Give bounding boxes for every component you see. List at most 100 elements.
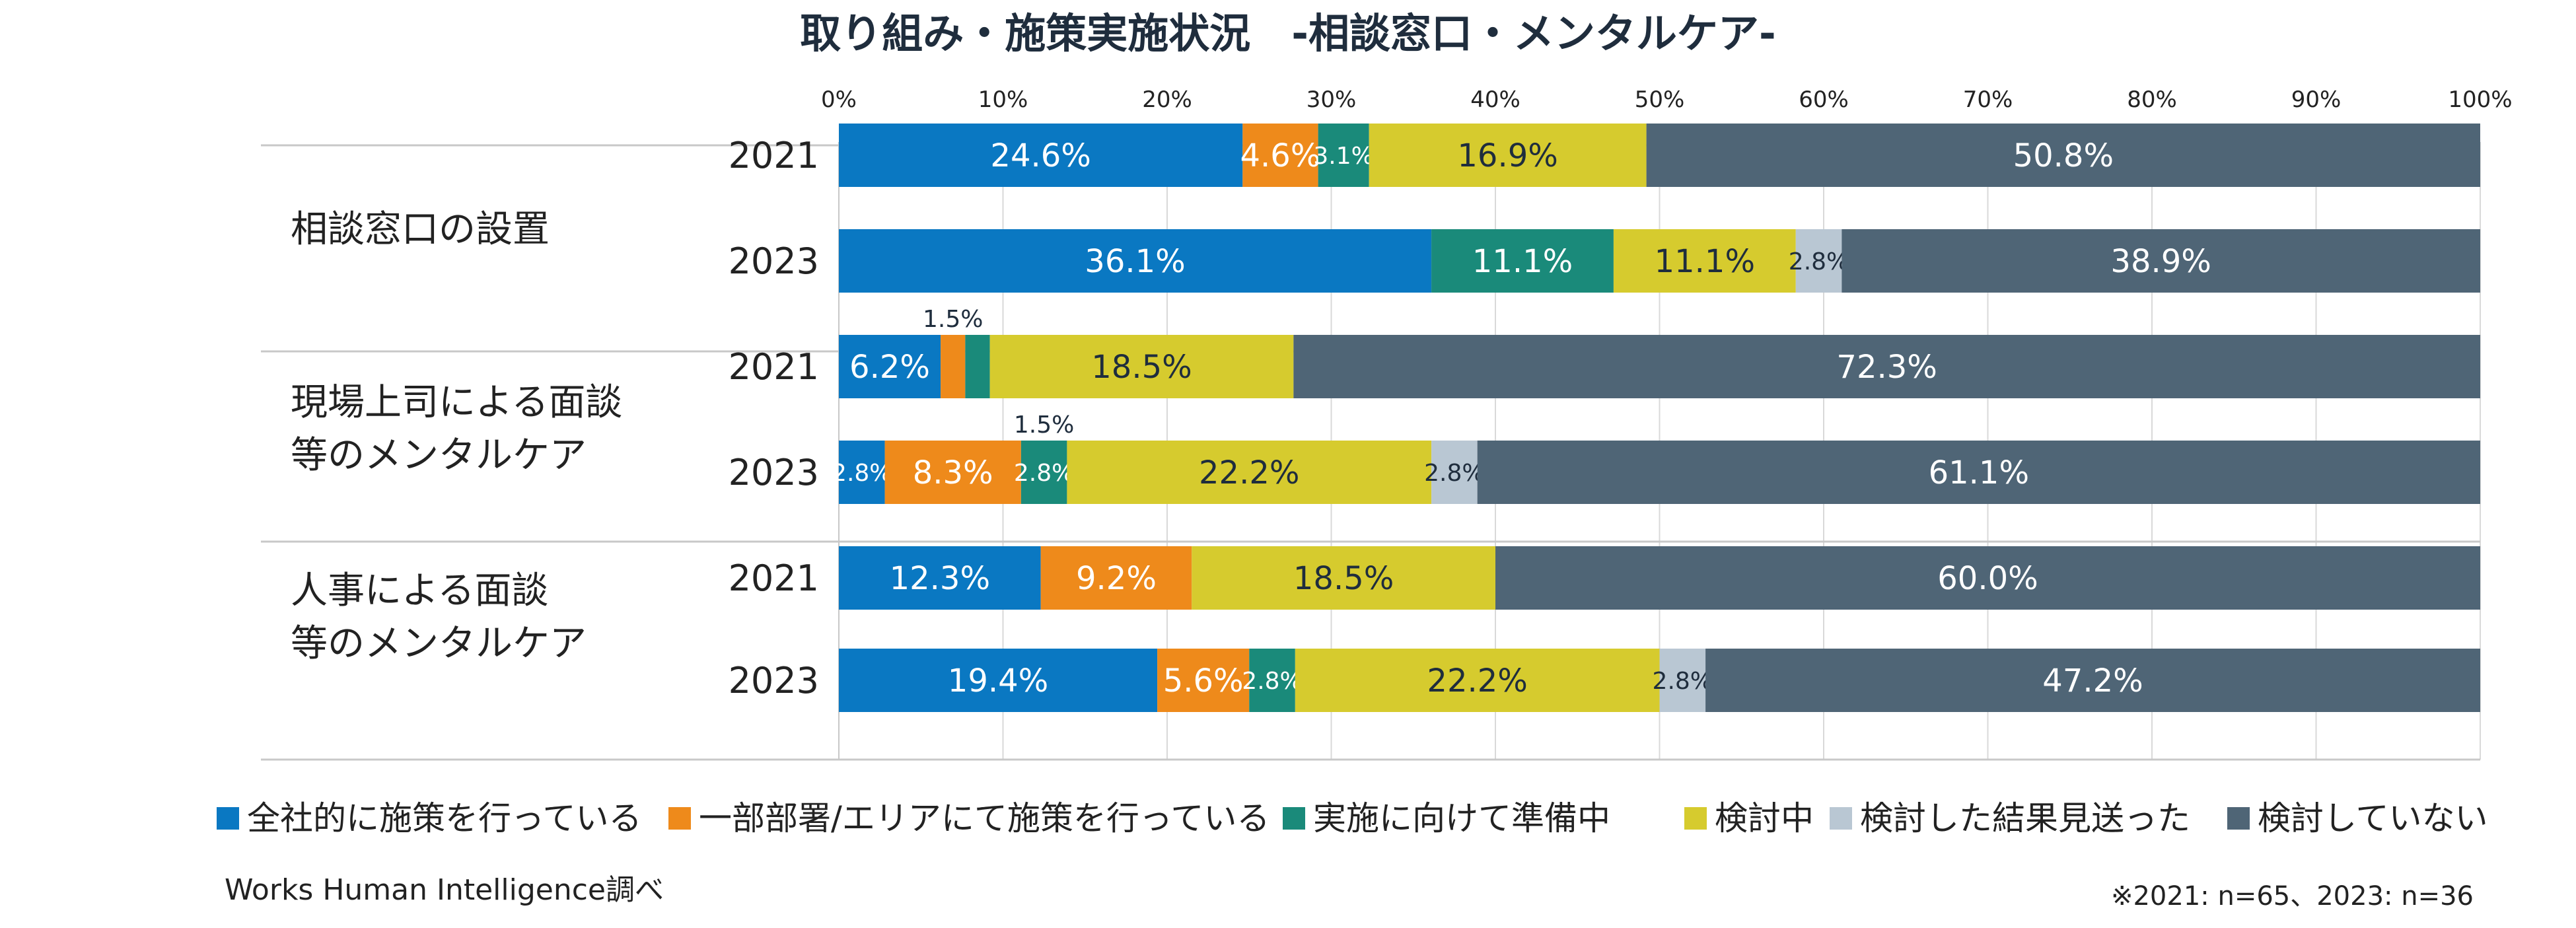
bar-segment <box>839 229 1432 293</box>
data-label: 72.3% <box>1836 349 1937 386</box>
data-label: 2.8% <box>832 460 892 487</box>
data-label: 2.8% <box>1014 460 1074 487</box>
legend-swatch <box>217 807 239 830</box>
data-label: 4.6% <box>1240 137 1320 174</box>
bar-segment <box>1249 649 1295 712</box>
x-tick-label: 60% <box>1799 87 1849 113</box>
bar-segment <box>1242 124 1318 187</box>
data-label-above: 1.5% <box>923 306 983 333</box>
category-label: 相談窓口の設置 <box>291 208 550 251</box>
bar-segment <box>1295 649 1660 712</box>
source-credit: Works Human Intelligence調べ <box>225 873 664 907</box>
x-tick-label: 10% <box>978 87 1028 113</box>
bar-segment <box>839 335 941 398</box>
bar-segment <box>1192 546 1495 610</box>
data-label: 6.2% <box>849 349 930 386</box>
bar-segment <box>1842 229 2480 293</box>
legend-swatch <box>2227 807 2250 830</box>
bar-segment <box>1659 649 1706 712</box>
data-label: 16.9% <box>1457 137 1557 174</box>
category-label: 現場上司による面談 <box>291 381 622 424</box>
bar-segment <box>1293 335 2480 398</box>
x-tick-label: 30% <box>1306 87 1357 113</box>
sample-size-note: ※2021: n=65、2023: n=36 <box>2111 881 2474 911</box>
bar-segment <box>1067 441 1432 504</box>
chart-title: 取り組み・施策実施状況 -相談窓口・メンタルケア- <box>800 9 1775 57</box>
year-label: 2021 <box>729 346 819 388</box>
data-label: 50.8% <box>2013 137 2114 174</box>
data-label: 3.1% <box>1313 143 1373 170</box>
data-label: 38.9% <box>2110 243 2211 280</box>
legend-swatch <box>668 807 691 830</box>
x-tick-label: 100% <box>2448 87 2512 113</box>
data-label: 61.1% <box>1929 454 2029 491</box>
year-label: 2023 <box>729 240 819 282</box>
data-label: 2.8% <box>1242 668 1302 695</box>
category-label: 等のメンタルケア <box>291 434 587 477</box>
x-tick-label: 0% <box>821 87 857 113</box>
legend-label: 実施に向けて準備中 <box>1313 799 1610 838</box>
data-label: 8.3% <box>913 454 993 491</box>
category-label: 人事による面談 <box>291 569 548 612</box>
x-tick-label: 70% <box>1963 87 2013 113</box>
x-tick-label: 90% <box>2291 87 2342 113</box>
data-label: 22.2% <box>1427 662 1527 699</box>
data-label: 60.0% <box>1937 560 2038 597</box>
legend-label: 検討していない <box>2258 799 2488 838</box>
legend-swatch <box>1283 807 1305 830</box>
data-label-above: 1.5% <box>1014 411 1074 439</box>
legend-label: 一部部署/エリアにて施策を行っている <box>699 799 1270 838</box>
bar-segment <box>989 335 1294 398</box>
data-label: 18.5% <box>1293 560 1394 597</box>
bar-segment <box>1020 441 1067 504</box>
data-label: 2.8% <box>1789 248 1849 275</box>
legend-swatch <box>1830 807 1852 830</box>
bar-segment <box>1613 229 1796 293</box>
year-label: 2023 <box>729 452 819 493</box>
year-label: 2021 <box>729 557 819 599</box>
bar-segment <box>941 335 966 398</box>
data-label: 9.2% <box>1076 560 1157 597</box>
bar-segment <box>965 335 990 398</box>
x-tick-label: 50% <box>1635 87 1685 113</box>
data-label: 47.2% <box>2042 662 2143 699</box>
bar-segment <box>1431 441 1478 504</box>
bar-segment <box>1040 546 1192 610</box>
data-label: 5.6% <box>1163 662 1244 699</box>
x-tick-label: 40% <box>1470 87 1521 113</box>
data-label: 18.5% <box>1091 349 1192 386</box>
legend-label: 検討中 <box>1715 799 1814 838</box>
data-label: 11.1% <box>1472 243 1573 280</box>
bar-segment <box>1369 124 1647 187</box>
x-tick-label: 20% <box>1142 87 1192 113</box>
bar-segment <box>1318 124 1369 187</box>
bar-segment <box>839 441 885 504</box>
bar-segment <box>839 546 1041 610</box>
bar-segment <box>1495 546 2480 610</box>
bar-segment <box>1705 649 2480 712</box>
legend-swatch <box>1684 807 1707 830</box>
x-tick-label: 80% <box>2127 87 2177 113</box>
data-label: 12.3% <box>890 560 990 597</box>
bar-segment <box>1431 229 1614 293</box>
data-label: 2.8% <box>1424 460 1484 487</box>
year-label: 2021 <box>729 135 819 176</box>
bar-segment <box>839 649 1158 712</box>
data-label: 24.6% <box>990 137 1091 174</box>
legend-label: 全社的に施策を行っている <box>247 799 642 838</box>
year-label: 2023 <box>729 660 819 701</box>
data-label: 19.4% <box>948 662 1048 699</box>
legend-label: 検討した結果見送った <box>1860 799 2190 838</box>
bar-segment <box>1157 649 1250 712</box>
data-label: 11.1% <box>1655 243 1755 280</box>
bar-segment <box>1646 124 2480 187</box>
bar-segment <box>1477 441 2480 504</box>
data-label: 2.8% <box>1653 668 1713 695</box>
data-label: 22.2% <box>1199 454 1299 491</box>
bar-segment <box>1795 229 1842 293</box>
data-label: 36.1% <box>1085 243 1185 280</box>
category-label: 等のメンタルケア <box>291 622 587 665</box>
bar-segment <box>884 441 1021 504</box>
bar-segment <box>839 124 1243 187</box>
